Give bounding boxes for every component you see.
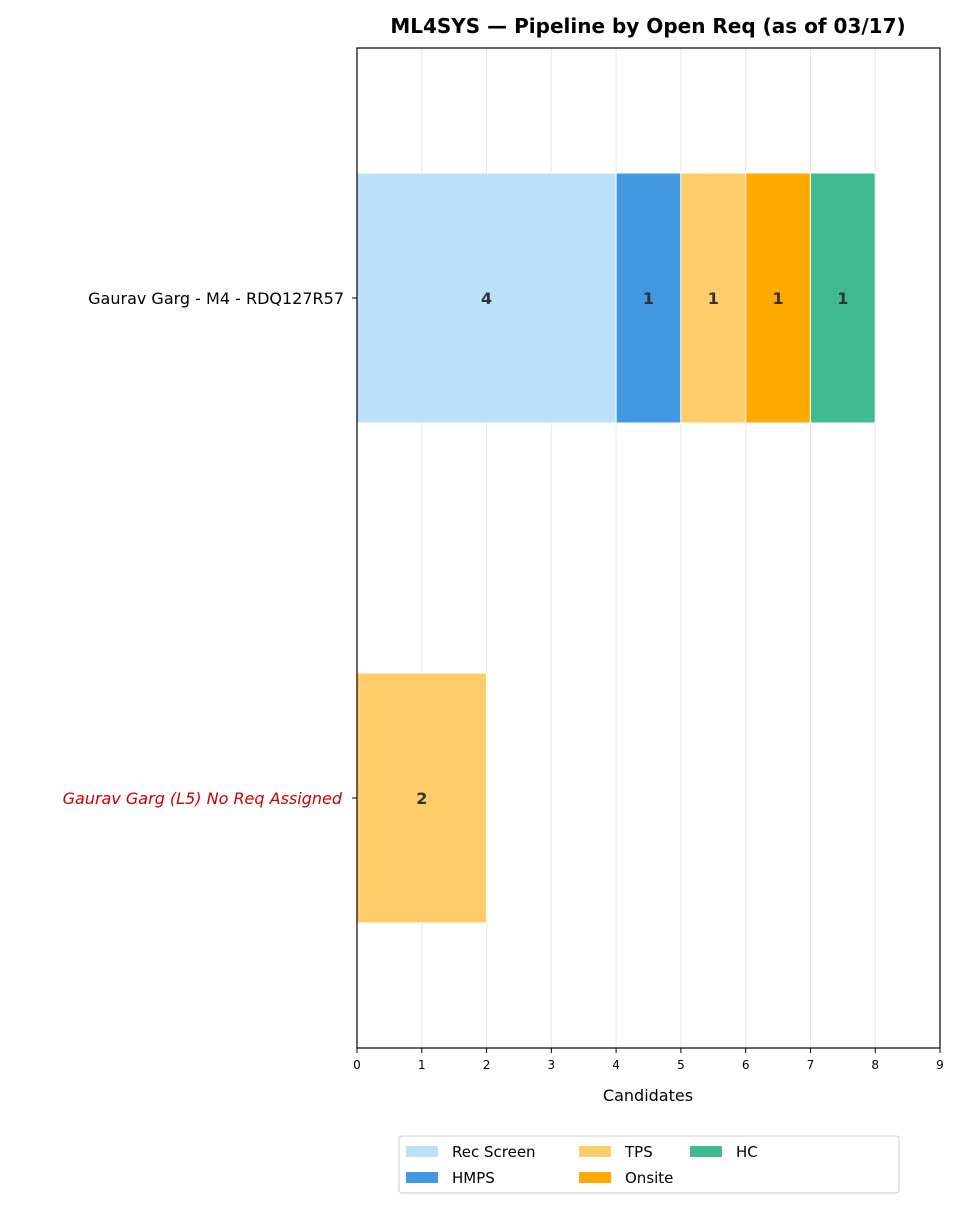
data-label: 4 (481, 289, 492, 308)
legend-swatch (579, 1146, 611, 1157)
bar-segment (356, 672, 488, 924)
bar-segment (615, 172, 682, 424)
axis-ticks: 0 1 2 3 4 5 6 7 8 9 (352, 297, 944, 1072)
bar-segment (680, 172, 747, 424)
x-tick-label: 8 (871, 1058, 879, 1072)
legend-frame (398, 1135, 900, 1194)
legend-items: Rec Screen HMPS TPS Onsite HC (406, 1143, 758, 1187)
data-label: 2 (416, 789, 427, 808)
plot-frame (356, 47, 941, 1049)
data-label: 1 (837, 289, 848, 308)
legend-swatch (406, 1146, 438, 1157)
x-tick-label: 2 (483, 1058, 491, 1072)
data-label: 1 (643, 289, 654, 308)
legend-label: TPS (624, 1143, 653, 1161)
x-tick-label: 0 (353, 1058, 361, 1072)
x-axis-label: Candidates (603, 1086, 693, 1105)
category-labels: Gaurav Garg - M4 - RDQ127R57 Gaurav Garg … (63, 289, 344, 808)
x-tick-label: 9 (936, 1058, 944, 1072)
legend-label: Onsite (625, 1169, 673, 1187)
bar-segment (809, 172, 876, 424)
legend-swatch (406, 1172, 438, 1183)
legend-swatch (690, 1146, 722, 1157)
bar-segment (745, 172, 811, 424)
data-label: 1 (772, 289, 783, 308)
x-tick-label: 7 (807, 1058, 815, 1072)
data-label: 1 (708, 289, 719, 308)
x-tick-label: 6 (742, 1058, 750, 1072)
x-tick-label: 5 (677, 1058, 685, 1072)
chart-title: ML4SYS — Pipeline by Open Req (as of 03/… (390, 14, 905, 38)
legend-label: Rec Screen (452, 1143, 536, 1161)
category-label: Gaurav Garg (L5) No Req Assigned (63, 789, 343, 808)
x-tick-label: 1 (418, 1058, 426, 1072)
legend-label: HMPS (452, 1169, 495, 1187)
legend-label: HC (736, 1143, 758, 1161)
legend-swatch (579, 1172, 611, 1183)
category-label: Gaurav Garg - M4 - RDQ127R57 (88, 289, 344, 308)
legend: Rec Screen HMPS TPS Onsite HC (398, 1135, 900, 1194)
x-tick-label: 4 (612, 1058, 620, 1072)
bars: 4 1 1 1 1 2 (356, 172, 876, 924)
x-tick-label: 3 (548, 1058, 556, 1072)
